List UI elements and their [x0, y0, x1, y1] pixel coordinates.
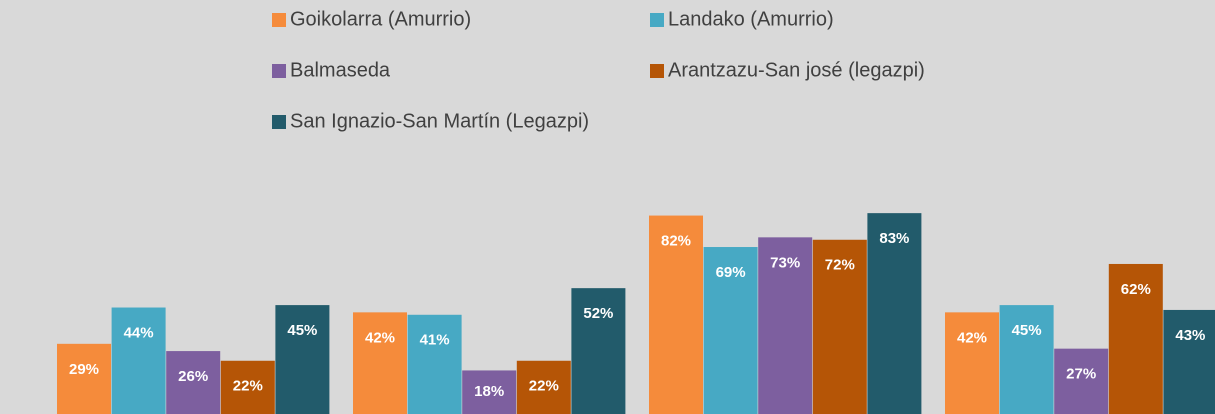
bar	[649, 215, 703, 414]
bar	[407, 314, 462, 414]
bar	[516, 360, 571, 414]
bar	[353, 312, 407, 414]
data-label: 73%	[770, 254, 800, 271]
data-label: 83%	[879, 230, 909, 247]
data-label: 45%	[1012, 322, 1042, 339]
data-label: 27%	[1066, 366, 1096, 383]
bar	[275, 305, 330, 414]
data-label: 62%	[1121, 281, 1151, 298]
legend-swatch	[650, 64, 664, 78]
bar	[812, 239, 867, 414]
data-label: 72%	[825, 257, 855, 274]
bar	[462, 370, 517, 414]
data-label: 69%	[716, 264, 746, 281]
data-label: 26%	[178, 368, 208, 385]
bar	[1163, 309, 1215, 414]
legend-label: San Ignazio-San Martín (Legazpi)	[290, 110, 589, 132]
bar	[1108, 263, 1163, 414]
data-label: 22%	[233, 378, 263, 395]
legend-label: Arantzazu-San josé (legazpi)	[668, 59, 925, 81]
data-label: 42%	[957, 329, 987, 346]
data-label: 29%	[69, 361, 99, 378]
data-label: 52%	[583, 305, 613, 322]
bar	[999, 305, 1054, 414]
data-label: 44%	[124, 324, 154, 341]
bar	[867, 213, 922, 414]
bar	[571, 288, 626, 414]
legend-label: Goikolarra (Amurrio)	[290, 8, 471, 30]
data-label: 22%	[529, 378, 559, 395]
legend-swatch	[650, 13, 664, 27]
data-label: 18%	[474, 383, 504, 400]
legend-label: Balmaseda	[290, 59, 391, 81]
bar	[57, 343, 111, 414]
data-label: 45%	[287, 322, 317, 339]
bar	[703, 247, 758, 414]
bar	[758, 237, 813, 414]
data-label: 82%	[661, 233, 691, 250]
legend-label: Landako (Amurrio)	[668, 8, 834, 30]
bar	[1054, 348, 1109, 414]
bar	[945, 312, 999, 414]
data-label: 42%	[365, 329, 395, 346]
data-label: 41%	[420, 332, 450, 349]
legend-swatch	[272, 64, 286, 78]
legend-swatch	[272, 13, 286, 27]
bar	[111, 307, 166, 414]
legend-swatch	[272, 115, 286, 129]
bar	[166, 351, 221, 414]
data-label: 43%	[1175, 327, 1205, 344]
bar	[220, 360, 275, 414]
